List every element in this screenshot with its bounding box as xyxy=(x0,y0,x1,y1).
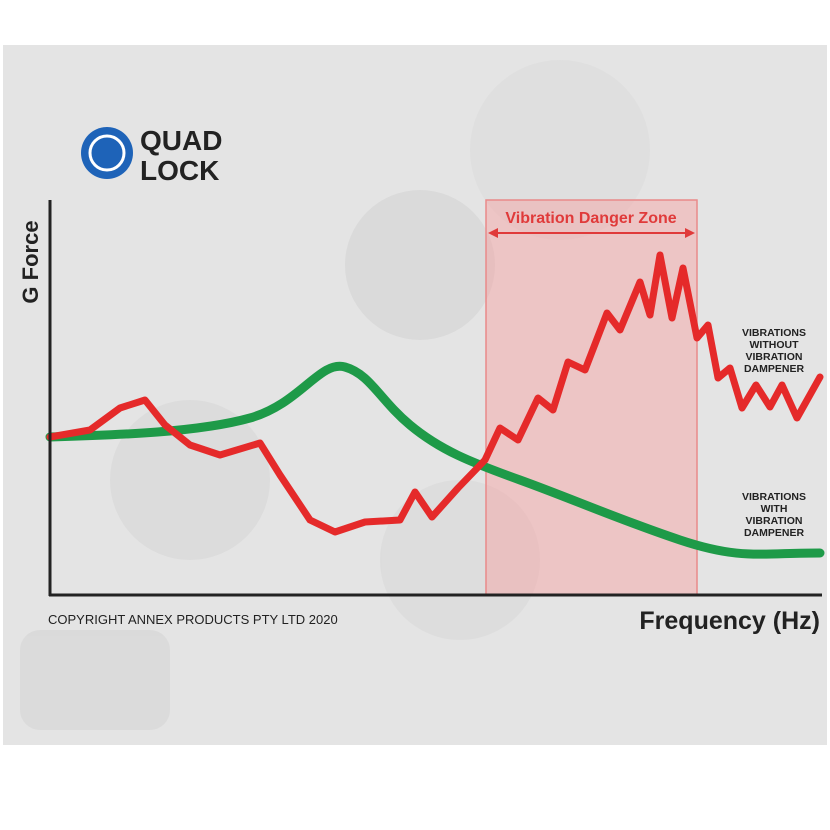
annotations: VIBRATIONSWITHOUTVIBRATIONDAMPENERVIBRAT… xyxy=(742,327,806,539)
zone-label: Vibration Danger Zone xyxy=(505,210,676,227)
annotation-line: VIBRATION xyxy=(746,515,803,527)
copyright: COPYRIGHT ANNEX PRODUCTS PTY LTD 2020 xyxy=(48,612,338,627)
annotation-line: VIBRATIONS xyxy=(742,491,806,503)
damped-curve xyxy=(45,361,825,559)
undamped-curve xyxy=(46,251,824,536)
annotation-line: WITHOUT xyxy=(750,339,800,351)
annotation-line: DAMPENER xyxy=(744,363,805,375)
annotation-line: VIBRATION xyxy=(746,351,803,363)
photo-shapes xyxy=(20,60,650,730)
zone-arrow xyxy=(488,228,695,238)
photo-backdrop xyxy=(3,45,827,745)
annotation-line: WITH xyxy=(761,503,788,515)
annotation-line: VIBRATIONS xyxy=(742,327,806,339)
x-axis-label: Frequency (Hz) xyxy=(639,607,820,635)
annotation-line: DAMPENER xyxy=(744,527,805,539)
logo-text: LOCK xyxy=(140,155,219,186)
logo-text: QUAD xyxy=(140,125,222,156)
logo: QUAD LOCK xyxy=(81,125,222,186)
y-axis-label: G Force xyxy=(18,220,43,303)
